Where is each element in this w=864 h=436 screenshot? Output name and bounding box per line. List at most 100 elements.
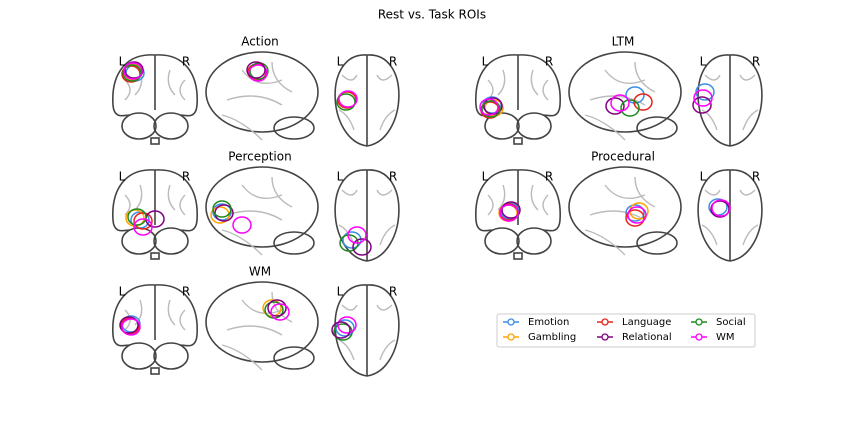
hemisphere-label: L [482, 55, 489, 69]
roi-contour [337, 316, 357, 334]
hemisphere-label: R [389, 285, 397, 299]
hemisphere-label: R [752, 170, 760, 184]
hemisphere-label: L [482, 170, 489, 184]
coronal-outline [112, 54, 198, 117]
roi-contour [270, 303, 290, 321]
roi-contour [633, 93, 653, 111]
roi-contour [123, 62, 143, 80]
legend-label: Emotion [528, 317, 569, 328]
brain-panel: Action L R L R [112, 35, 400, 147]
axial-outline [334, 169, 400, 262]
roi-contour [692, 96, 712, 114]
brain-panel: Procedural L R L R [475, 150, 763, 262]
legend-marker [507, 318, 515, 326]
roi-contour [620, 99, 640, 117]
cerebellum [121, 342, 157, 370]
panel-title: Procedural [591, 150, 655, 164]
sagittal-outline [205, 281, 319, 363]
cerebellum [273, 116, 315, 140]
hemisphere-label: R [389, 55, 397, 69]
roi-contour [352, 238, 372, 256]
axial-outline [697, 54, 763, 147]
roi-contour [121, 318, 141, 336]
gyrus [487, 69, 549, 101]
cerebellum [153, 342, 189, 370]
legend-label: Language [622, 317, 671, 328]
gyrus [701, 189, 759, 246]
roi-contour [625, 204, 645, 222]
roi-contour [119, 316, 139, 334]
legend-marker [601, 318, 609, 326]
sagittal-outline [205, 51, 319, 133]
legend-label: WM [716, 332, 735, 343]
brain-stem [150, 367, 160, 375]
cerebellum [153, 227, 189, 255]
gyrus [338, 304, 396, 361]
axial-outline [334, 284, 400, 377]
roi-contour [693, 89, 713, 107]
roi-contour [627, 206, 647, 224]
legend-label: Relational [622, 332, 672, 343]
gyrus [124, 69, 186, 101]
roi-contour [711, 199, 731, 217]
legend: Emotion Gambling Language Relational Social W… [496, 313, 756, 348]
panel-title: Action [241, 35, 279, 49]
panel-title: LTM [612, 35, 635, 49]
gyrus [124, 184, 186, 216]
cerebellum [273, 231, 315, 255]
hemisphere-label: L [119, 285, 126, 299]
roi-contour [479, 98, 499, 116]
legend-marker [601, 333, 609, 341]
brain-stem [513, 137, 523, 145]
roi-contour [121, 65, 141, 83]
brain-stem [513, 252, 523, 260]
roi-contour [710, 200, 730, 218]
sagittal-outline [568, 166, 682, 248]
gyrus [338, 74, 396, 131]
gyrus [221, 61, 293, 141]
gyrus [221, 176, 293, 256]
roi-contour [625, 209, 645, 227]
brain-stem [150, 137, 160, 145]
legend-marker [695, 333, 703, 341]
cerebellum [273, 346, 315, 370]
roi-contour [248, 64, 268, 82]
coronal-outline [112, 284, 198, 347]
cerebellum [516, 112, 552, 140]
panel-title: Perception [228, 150, 291, 164]
hemisphere-label: R [752, 55, 760, 69]
gyrus [584, 176, 656, 256]
roi-contour [133, 218, 153, 236]
gyrus [338, 189, 396, 246]
brain-stem [150, 252, 160, 260]
hemisphere-label: R [182, 170, 190, 184]
cerebellum [516, 227, 552, 255]
legend-marker [507, 333, 515, 341]
roi-contour [338, 90, 358, 108]
hemisphere-label: R [545, 170, 553, 184]
roi-contour [347, 226, 367, 244]
roi-contour [605, 97, 625, 115]
gyrus [584, 61, 656, 141]
roi-contour [133, 212, 153, 230]
coronal-outline [112, 169, 198, 232]
hemisphere-label: L [337, 55, 344, 69]
roi-contour [610, 94, 630, 112]
hemisphere-label: R [182, 285, 190, 299]
roi-contour [246, 61, 266, 79]
cerebellum [636, 116, 678, 140]
gyrus [487, 184, 549, 216]
hemisphere-label: R [389, 170, 397, 184]
roi-contour [331, 321, 351, 339]
legend-label: Gambling [528, 332, 576, 343]
hemisphere-label: L [700, 170, 707, 184]
hemisphere-label: R [545, 55, 553, 69]
roi-contour [625, 86, 645, 104]
hemisphere-label: R [182, 55, 190, 69]
roi-contour [336, 93, 356, 111]
roi-contour [501, 201, 521, 219]
hemisphere-label: L [337, 170, 344, 184]
cerebellum [484, 227, 520, 255]
cerebellum [153, 112, 189, 140]
